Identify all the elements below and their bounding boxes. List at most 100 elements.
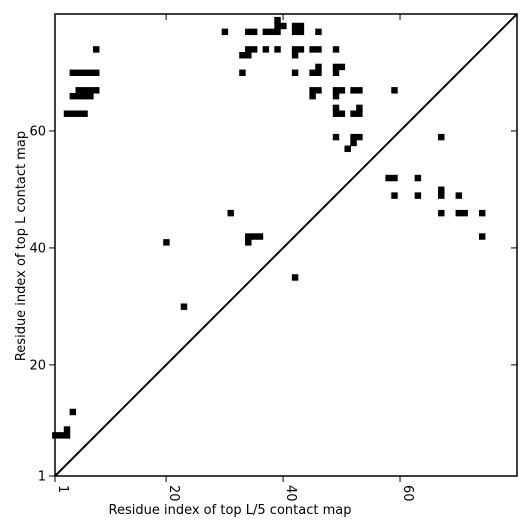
contact-point — [262, 28, 270, 36]
contact-point — [69, 69, 77, 77]
y-axis: 1 20 40 60 — [29, 124, 517, 485]
y-axis-title: Residue index of top L contact map — [14, 131, 29, 361]
contact-point — [81, 110, 88, 117]
contact-point — [75, 87, 82, 94]
contact-point — [280, 22, 287, 30]
contact-point — [274, 28, 281, 36]
contact-point — [478, 233, 486, 240]
contact-point — [315, 63, 322, 71]
contact-point — [478, 209, 486, 217]
contact-point — [291, 28, 299, 36]
x-tick-label: 1 — [55, 485, 70, 493]
contact-point — [455, 192, 463, 199]
contact-point — [291, 274, 299, 281]
contact-point — [309, 46, 316, 53]
contact-point — [315, 69, 322, 77]
contact-point — [250, 46, 258, 53]
contact-point — [356, 87, 363, 94]
contact-point — [332, 87, 340, 94]
contact-point — [245, 46, 252, 53]
contact-point — [385, 174, 392, 182]
contact-point — [391, 192, 398, 199]
contact-point — [250, 28, 258, 36]
plot-area — [52, 13, 518, 477]
contact-point — [274, 22, 281, 30]
contact-point — [356, 104, 363, 112]
plot-frame — [54, 13, 518, 477]
contact-point — [63, 426, 71, 433]
contact-point — [221, 28, 229, 36]
contact-point — [332, 110, 340, 117]
contact-point — [297, 46, 305, 53]
contact-point — [438, 209, 445, 217]
contact-point — [309, 69, 316, 77]
x-tick-label: 60 — [400, 485, 415, 502]
contact-point — [356, 110, 363, 117]
contact-point — [438, 186, 445, 193]
contact-point — [180, 303, 188, 310]
contact-point — [332, 46, 340, 53]
x-tick-label: 40 — [283, 485, 298, 502]
contact-point — [291, 22, 299, 30]
contact-point — [438, 133, 445, 141]
contact-point — [332, 133, 340, 141]
contact-point — [81, 92, 88, 100]
y-tick-label: 20 — [29, 358, 46, 373]
contact-point — [332, 104, 340, 112]
contact-point — [93, 87, 100, 94]
contact-point — [75, 110, 82, 117]
contact-point — [344, 145, 351, 153]
contact-point — [438, 192, 445, 199]
contact-point — [297, 28, 305, 36]
contact-point — [350, 139, 357, 147]
contact-point — [356, 133, 363, 141]
x-tick-label: 20 — [166, 485, 181, 502]
contact-point — [163, 239, 170, 246]
contact-point — [332, 92, 340, 100]
contact-point — [297, 22, 305, 30]
contact-point — [309, 87, 316, 94]
contact-point — [350, 133, 357, 141]
contact-point — [291, 46, 299, 53]
contact-point — [332, 63, 340, 71]
contact-point — [414, 174, 422, 182]
contact-point — [338, 63, 346, 71]
contact-point — [461, 209, 468, 217]
contact-point — [268, 28, 275, 36]
diagonal-line — [54, 13, 518, 477]
contact-point — [315, 46, 322, 53]
y-tick-label: 40 — [29, 241, 46, 256]
contact-point — [63, 110, 71, 117]
contact-point — [63, 432, 71, 439]
contact-point — [315, 28, 322, 36]
contact-point — [57, 432, 65, 439]
contact-point — [69, 110, 77, 117]
contact-point — [414, 192, 422, 199]
contact-point — [81, 69, 88, 77]
contact-point — [391, 87, 398, 94]
contact-point — [274, 46, 281, 53]
y-tick-label: 1 — [38, 470, 46, 485]
contact-point — [274, 16, 281, 24]
contact-point — [239, 69, 246, 77]
contact-point — [338, 87, 346, 94]
contact-point — [315, 87, 322, 94]
contact-point — [256, 233, 264, 240]
contact-point — [81, 87, 88, 94]
contact-point — [87, 69, 94, 77]
contact-point — [75, 69, 82, 77]
contact-point — [69, 92, 77, 100]
x-axis: 1 20 40 60 — [54, 14, 415, 502]
contact-point — [309, 92, 316, 100]
contact-point — [291, 52, 299, 59]
contact-point — [239, 52, 246, 59]
contact-point — [87, 92, 94, 100]
x-axis-title: Residue index of top L/5 contact map — [109, 503, 352, 518]
contact-point — [350, 87, 357, 94]
contact-point — [250, 233, 258, 240]
contact-point — [245, 239, 252, 246]
contact-point — [75, 92, 82, 100]
contact-point — [338, 110, 346, 117]
contact-point — [69, 408, 77, 416]
contact-point — [245, 28, 252, 36]
